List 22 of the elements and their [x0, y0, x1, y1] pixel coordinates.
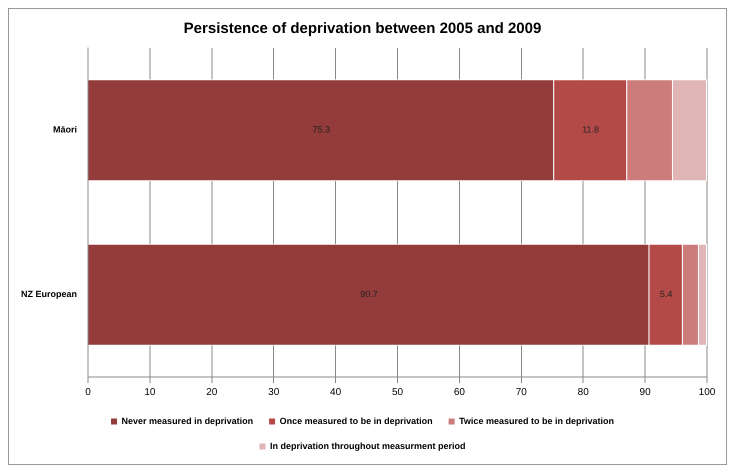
data-label: 5.4: [660, 289, 672, 300]
x-tick-label: 90: [640, 386, 652, 398]
data-label: 11.8: [582, 124, 600, 135]
legend-label: In deprivation throughout measurment period: [270, 440, 466, 451]
legend-label: Twice measured to be in deprivation: [459, 416, 614, 426]
x-tick-label: 80: [578, 386, 590, 398]
chart-title: Persistence of deprivation between 2005 and 2009: [184, 20, 542, 38]
x-tick-label: 40: [330, 386, 342, 398]
data-label: 75.3: [312, 124, 330, 135]
x-tick-label: 20: [206, 386, 218, 398]
legend-label: Never measured in deprivation: [122, 416, 254, 426]
x-tick-label: 60: [454, 386, 466, 398]
y-tick-label: NZ European: [20, 289, 78, 300]
x-tick-label: 0: [85, 386, 92, 398]
y-tick-label: Māori: [52, 124, 78, 135]
x-tick-label: 50: [392, 386, 404, 398]
data-label: 90.7: [360, 289, 378, 300]
legend-label: Once measured to be in deprivation: [280, 416, 433, 426]
x-tick-label: 30: [268, 386, 280, 398]
x-tick-label: 100: [698, 386, 716, 398]
x-tick-label: 10: [144, 386, 156, 398]
x-tick-label: 70: [516, 386, 528, 398]
